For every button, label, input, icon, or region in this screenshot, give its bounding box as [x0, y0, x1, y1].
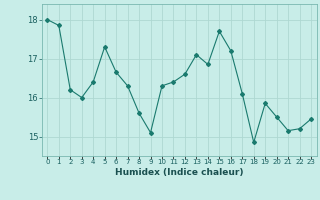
- X-axis label: Humidex (Indice chaleur): Humidex (Indice chaleur): [115, 168, 244, 177]
